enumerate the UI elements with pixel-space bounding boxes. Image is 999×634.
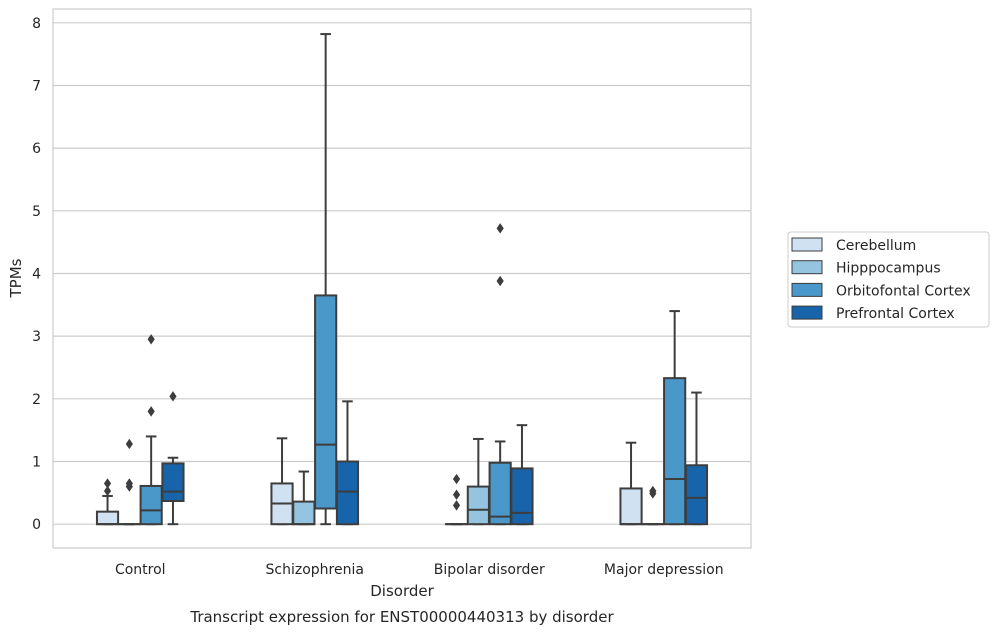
legend: Cerebellum Hipppocampus Orbitofontal Corte… (787, 231, 990, 328)
outlier-point (169, 391, 177, 402)
y-tick-label: 0 (32, 517, 41, 533)
outlier-point (452, 500, 461, 511)
legend-swatch (791, 237, 823, 252)
box-prefrontal-cortex-2 (510, 424, 534, 526)
legend-label: Orbitofontal Cortex (836, 283, 971, 299)
legend-swatch (791, 305, 823, 320)
box-iqr (510, 467, 534, 526)
y-tick-labels: 0 1 2 3 4 5 6 7 8 (32, 16, 41, 533)
outlier-point (103, 478, 112, 489)
box-iqr (335, 460, 360, 526)
y-tick-label: 4 (32, 266, 41, 282)
y-tick-label: 2 (32, 392, 41, 408)
y-axis-label: TPMs (7, 258, 25, 298)
box-prefrontal-cortex-3 (684, 391, 709, 526)
legend-swatch (791, 260, 823, 275)
box-prefrontal-cortex-0 (161, 391, 185, 526)
outlier-point (496, 223, 504, 234)
box-cerebellum-2 (444, 473, 469, 526)
x-tick-labels: Control Schizophrenia Bipolar disorder Majo… (115, 562, 724, 578)
y-tick-label: 3 (32, 329, 41, 345)
x-tick-label: Major depression (604, 562, 724, 578)
box-iqr (488, 461, 512, 526)
plot-area-frame (52, 8, 752, 549)
box-iqr (292, 500, 316, 526)
box-cerebellum-1 (270, 437, 294, 526)
legend-swatch (791, 282, 823, 297)
y-tick-label: 1 (32, 455, 41, 471)
box-iqr (161, 462, 185, 502)
x-tick-label: Schizophrenia (266, 562, 364, 578)
box-iqr (684, 464, 709, 526)
legend-label: Hipppocampus (836, 261, 941, 277)
box-orbitofontal-cortex-0 (139, 334, 163, 526)
box-iqr (314, 294, 338, 510)
box-hipppocampus-1 (292, 470, 316, 526)
x-tick-label: Bipolar disorder (434, 562, 545, 578)
x-tick-label: Control (115, 562, 166, 578)
legend-frame (787, 231, 990, 328)
box-iqr (139, 484, 163, 526)
box-cerebellum-0 (95, 478, 120, 526)
outlier-point (649, 485, 657, 497)
outlier-point (496, 275, 504, 287)
box-cerebellum-3 (619, 441, 643, 526)
outlier-point (452, 489, 461, 500)
box-iqr (619, 487, 643, 526)
outlier-point (452, 473, 461, 485)
outlier-point (125, 478, 133, 489)
box-hipppocampus-3 (641, 485, 665, 526)
y-tick-label: 7 (32, 78, 41, 94)
box-hipppocampus-2 (466, 437, 490, 526)
chart-caption: Transcript expression for ENST0000044031… (189, 608, 614, 626)
box-iqr (663, 377, 687, 526)
outlier-point (125, 438, 133, 450)
box-orbitofontal-cortex-1 (314, 33, 338, 526)
outlier-point (147, 406, 155, 417)
gridlines (53, 22, 751, 525)
outlier-point (103, 485, 112, 497)
box-orbitofontal-cortex-2 (488, 223, 512, 526)
box-orbitofontal-cortex-3 (663, 310, 687, 526)
x-axis-label: Disorder (370, 582, 434, 600)
box-iqr (466, 485, 490, 526)
y-tick-label: 5 (32, 204, 41, 220)
box-iqr (95, 510, 120, 526)
box-prefrontal-cortex-1 (335, 400, 360, 526)
y-tick-label: 6 (32, 141, 41, 157)
box-series (95, 33, 709, 526)
legend-label: Prefrontal Cortex (836, 306, 955, 322)
outlier-point (147, 334, 155, 345)
legend-label: Cerebellum (836, 238, 916, 254)
box-hipppocampus-0 (117, 438, 141, 526)
y-tick-label: 8 (32, 16, 41, 32)
